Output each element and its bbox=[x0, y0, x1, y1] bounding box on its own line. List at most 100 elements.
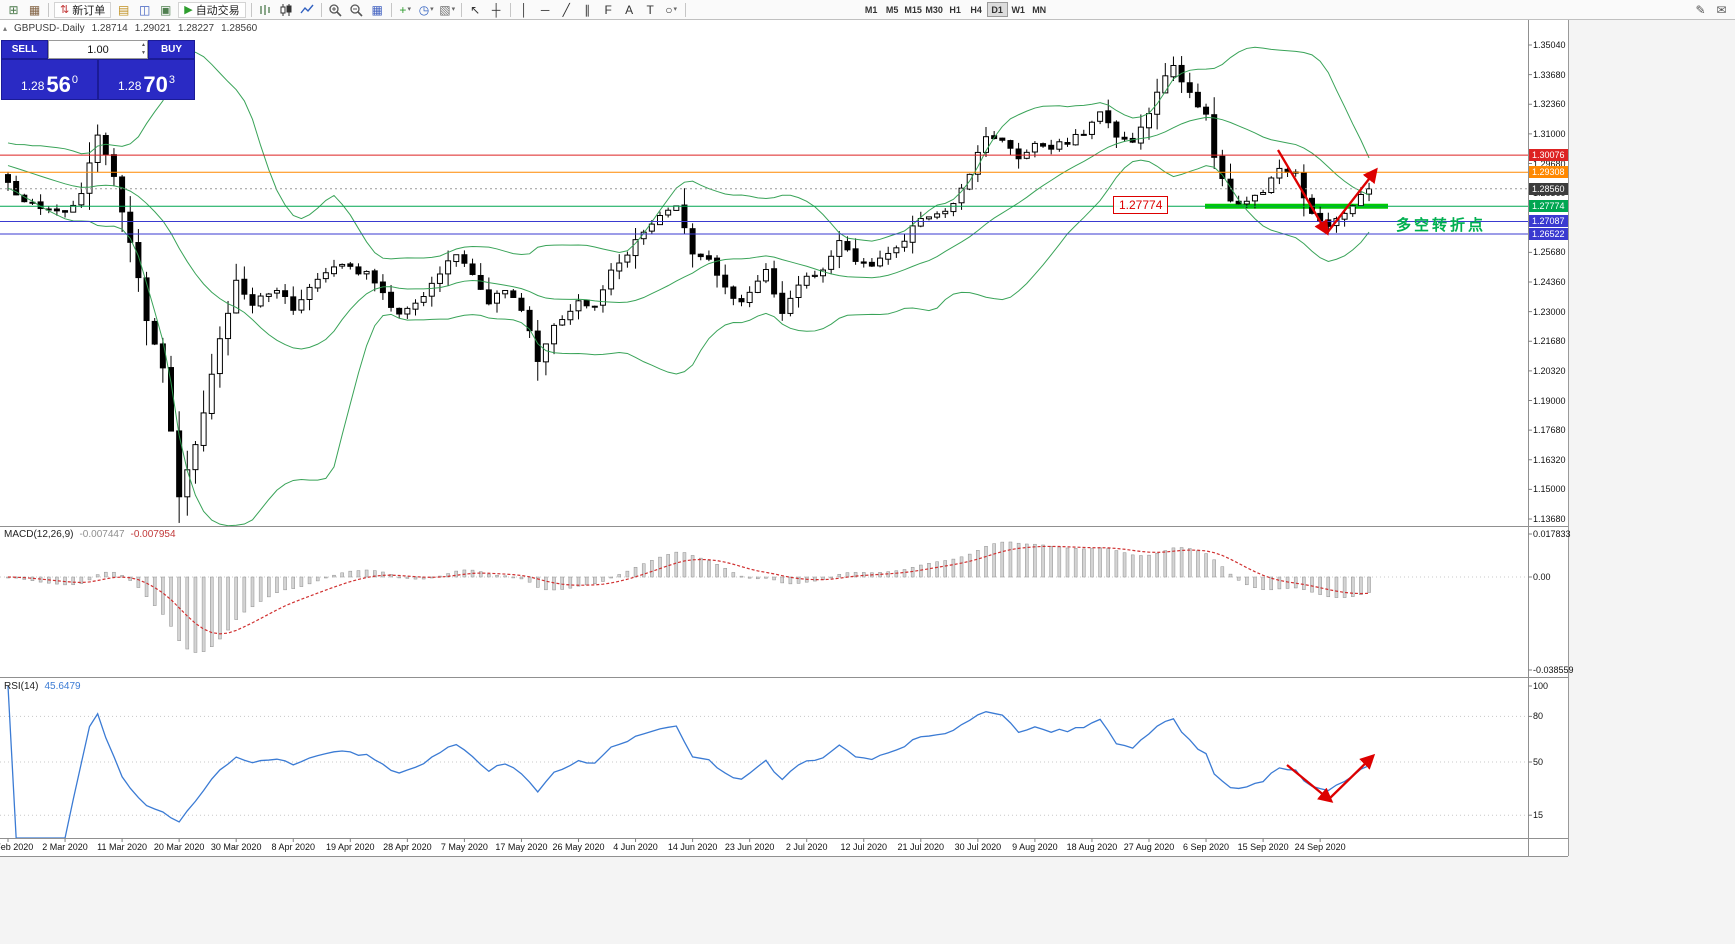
buy-price-point: 3 bbox=[168, 74, 175, 86]
date-axis-label: 6 Sep 2020 bbox=[1183, 842, 1230, 852]
toolbar-separator bbox=[390, 2, 392, 17]
price-level-callout[interactable]: 1.27774 bbox=[1113, 196, 1169, 214]
timeframe-m30[interactable]: M30 bbox=[924, 2, 945, 17]
vertical-line-icon[interactable]: │ bbox=[520, 2, 528, 17]
timeframes-icon[interactable]: ◷ ▾ bbox=[418, 2, 434, 17]
date-axis-label: 14 Jun 2020 bbox=[667, 842, 718, 852]
macd-axis-label: 0.00 bbox=[1533, 572, 1551, 582]
sell-button[interactable]: SELL bbox=[1, 40, 48, 59]
sell-price-point: 0 bbox=[71, 74, 78, 86]
toolbar-separator bbox=[320, 2, 322, 17]
pencil-icon[interactable]: ✎ bbox=[1695, 2, 1706, 17]
price-tag: 1.30076 bbox=[1529, 149, 1568, 162]
cursor-icon[interactable]: ↖ bbox=[470, 2, 481, 17]
date-axis-label: 19 Apr 2020 bbox=[326, 842, 375, 852]
bar-chart-icon[interactable] bbox=[256, 2, 275, 18]
crosshair-icon[interactable]: ┼ bbox=[491, 2, 501, 17]
new-chart-icon[interactable]: ⊞ bbox=[8, 2, 19, 17]
symbol-label: GBPUSD-.Daily bbox=[14, 23, 85, 34]
chart-window bbox=[0, 20, 1569, 856]
new-order-button[interactable]: ⇅ 新订单 bbox=[54, 1, 112, 18]
price-axis-label: 1.13680 bbox=[1533, 514, 1566, 524]
price-axis-label: 1.17680 bbox=[1533, 425, 1566, 436]
terminal-icon[interactable]: ▣ bbox=[160, 2, 172, 17]
date-axis-label: 2 Jul 2020 bbox=[785, 842, 828, 852]
zoom-out-icon[interactable] bbox=[347, 2, 366, 18]
one-click-panel-toggle[interactable]: ▴ bbox=[3, 24, 8, 33]
candlestick-chart-icon[interactable] bbox=[277, 2, 296, 18]
price-axis-label: 1.25680 bbox=[1533, 247, 1566, 258]
price-axis-label: 1.29680 bbox=[1533, 158, 1566, 169]
line-chart-icon[interactable] bbox=[298, 2, 317, 18]
timeframe-d1[interactable]: D1 bbox=[986, 2, 1008, 17]
date-axis-label: 4 Jun 2020 bbox=[613, 842, 658, 852]
buy-price-pips: 70 bbox=[143, 72, 168, 97]
date-axis-label: 26 May 2020 bbox=[552, 842, 605, 852]
toolbar-separator bbox=[48, 2, 49, 17]
mail-icon[interactable]: ✉ bbox=[1716, 2, 1727, 17]
timeframe-m1[interactable]: M1 bbox=[861, 2, 882, 17]
buy-price-button[interactable]: 1.28 70 3 bbox=[98, 59, 195, 100]
annotation-text[interactable]: 多空转折点 bbox=[1396, 217, 1487, 234]
text-icon[interactable]: A bbox=[625, 2, 634, 17]
price-tag: 1.27774 bbox=[1529, 200, 1568, 213]
rsi-axis-label: 80 bbox=[1533, 711, 1544, 722]
rsi-axis-label: 50 bbox=[1533, 757, 1544, 767]
profiles-icon[interactable]: ▦ bbox=[28, 2, 41, 17]
price-axis-label: 1.32360 bbox=[1533, 99, 1566, 110]
volume-value: 1.00 bbox=[87, 43, 109, 56]
volume-input[interactable]: 1.00 ▲ ▼ bbox=[48, 40, 148, 59]
price-tag: 1.27087 bbox=[1529, 215, 1568, 228]
date-axis-label: 17 May 2020 bbox=[495, 842, 548, 852]
horizontal-line-icon[interactable]: ─ bbox=[540, 2, 550, 17]
timeframe-w1[interactable]: W1 bbox=[1008, 2, 1029, 17]
price-axis-label: 1.19000 bbox=[1533, 395, 1566, 406]
price-axis-label: 1.16320 bbox=[1533, 454, 1566, 465]
tile-windows-icon[interactable]: ▦ bbox=[371, 2, 383, 17]
channel-icon[interactable]: ∥ bbox=[584, 2, 591, 17]
volume-spinner[interactable]: ▲ ▼ bbox=[141, 42, 146, 56]
label-icon[interactable]: T bbox=[646, 2, 654, 17]
price-axis-label: 1.31000 bbox=[1533, 128, 1566, 139]
date-axis-label: 23 Jun 2020 bbox=[724, 842, 775, 852]
date-axis-label: 2 Mar 2020 bbox=[42, 842, 88, 852]
shapes-icon[interactable]: ○ ▾ bbox=[665, 2, 678, 17]
macd-indicator-label: MACD(12,26,9) -0.007447 -0.007954 bbox=[4, 529, 176, 540]
rsi-axis-label: 15 bbox=[1533, 810, 1544, 821]
templates-icon[interactable]: ▧ ▾ bbox=[439, 2, 456, 17]
macd-value: -0.007447 bbox=[79, 529, 125, 540]
date-axis-label: 21 Jul 2020 bbox=[897, 842, 945, 852]
indicators-icon[interactable]: + ▾ bbox=[399, 2, 411, 17]
toolbar-separator bbox=[509, 2, 511, 17]
ohlc-open: 1.28714 bbox=[91, 23, 128, 34]
fibonacci-icon[interactable]: F bbox=[604, 2, 612, 17]
macd-name: MACD(12,26,9) bbox=[4, 529, 74, 540]
timeframe-h4[interactable]: H4 bbox=[966, 2, 987, 17]
date-axis-label: 30 Mar 2020 bbox=[210, 842, 262, 852]
price-axis-label: 1.21680 bbox=[1533, 336, 1566, 347]
buy-price-base: 1.28 bbox=[118, 79, 142, 93]
date-axis-label: 11 Mar 2020 bbox=[97, 842, 148, 852]
timeframe-m5[interactable]: M5 bbox=[882, 2, 903, 17]
toolbar-separator bbox=[684, 2, 686, 17]
market-watch-icon[interactable]: ▤ bbox=[118, 2, 130, 17]
timeframe-h1[interactable]: H1 bbox=[945, 2, 966, 17]
price-tag: 1.29308 bbox=[1529, 166, 1568, 179]
ohlc-low: 1.28227 bbox=[177, 23, 215, 34]
zoom-in-icon[interactable] bbox=[326, 2, 345, 18]
rsi-axis-label: 100 bbox=[1533, 681, 1549, 691]
trendline-icon[interactable]: ╱ bbox=[562, 2, 570, 17]
date-axis-label: 15 Sep 2020 bbox=[1237, 842, 1289, 852]
timeframe-mn[interactable]: MN bbox=[1029, 2, 1050, 17]
new-order-button-label: 新订单 bbox=[72, 4, 106, 17]
sell-price-button[interactable]: 1.28 56 0 bbox=[1, 59, 98, 100]
ohlc-close: 1.28560 bbox=[221, 23, 258, 34]
autotrading-button[interactable]: ▶ 自动交易 bbox=[178, 1, 246, 18]
macd-axis-label: -0.038559 bbox=[1533, 665, 1574, 675]
date-axis-label: 20 Mar 2020 bbox=[153, 842, 205, 852]
date-axis-label: 27 Aug 2020 bbox=[1123, 842, 1175, 852]
navigator-icon[interactable]: ◫ bbox=[139, 2, 151, 17]
buy-button[interactable]: BUY bbox=[148, 40, 195, 59]
timeframe-m15[interactable]: M15 bbox=[903, 2, 924, 17]
sell-price-pips: 56 bbox=[46, 72, 71, 97]
